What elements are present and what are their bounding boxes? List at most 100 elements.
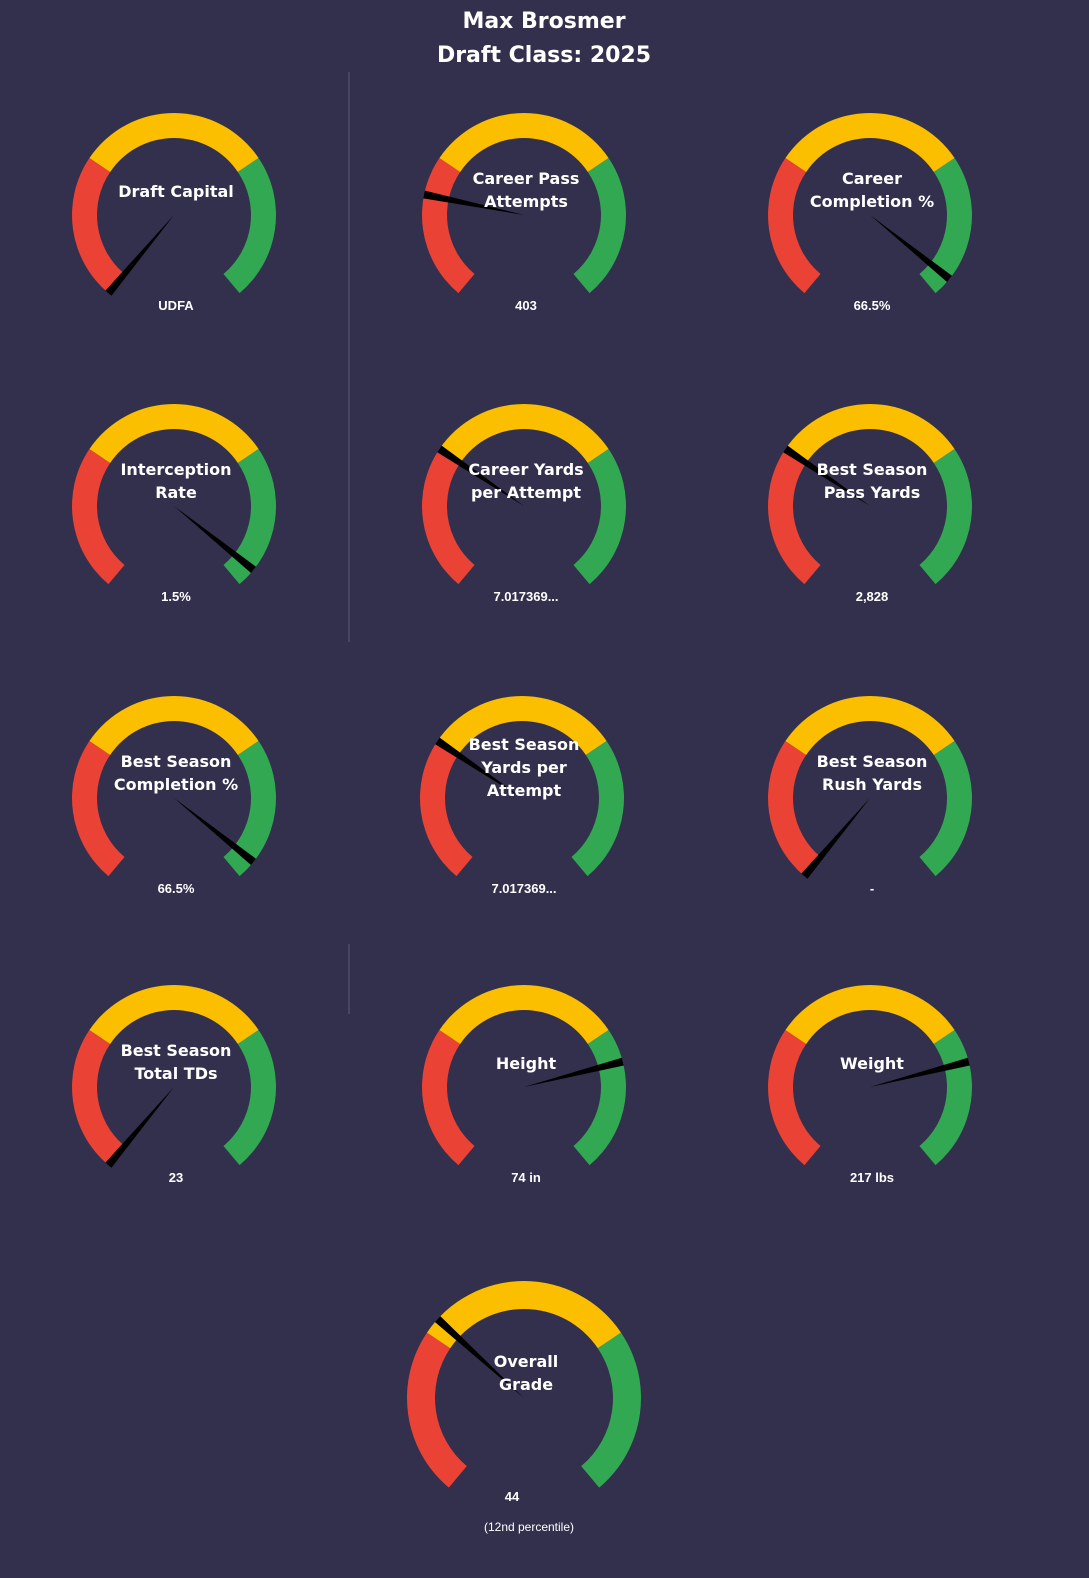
gauge-label: Rate xyxy=(155,483,197,502)
gauge-value: 2,828 xyxy=(856,589,889,604)
gauge-value: 66.5% xyxy=(854,298,891,313)
gauge-needle xyxy=(870,1057,970,1087)
gauge-value: 7.017369... xyxy=(491,881,556,896)
gauge: Weight 217 lbs xyxy=(768,984,972,1185)
gauge-label: Pass Yards xyxy=(824,483,921,502)
gauge-label: Best Season xyxy=(817,460,928,479)
gauge: Best Season Yards per Attempt 7.017369... xyxy=(420,696,624,896)
gauge-label: Height xyxy=(496,1054,557,1073)
gauge-yellow-segment xyxy=(89,984,259,1044)
gauge-yellow-segment xyxy=(439,112,609,172)
gauge: Best Season Pass Yards 2,828 xyxy=(768,404,972,604)
gauge-needle xyxy=(174,798,256,866)
gauge: Interception Rate 1.5% xyxy=(71,403,276,604)
gauge-needle xyxy=(801,798,870,879)
gauge-needle xyxy=(434,1316,524,1398)
gauge-label: Best Season xyxy=(121,752,232,771)
gauge-yellow-segment xyxy=(437,696,607,755)
gauge-value: 44 xyxy=(505,1489,520,1504)
gauge-subtext: (12nd percentile) xyxy=(484,1520,574,1534)
gauge-yellow-segment xyxy=(89,403,259,463)
player-name: Max Brosmer xyxy=(462,9,625,34)
gauge-red-segment xyxy=(768,448,821,585)
gauge-green-segment xyxy=(919,157,972,294)
gauge-label: Best Season xyxy=(817,752,928,771)
gauge-needle xyxy=(783,445,870,506)
gauge-yellow-segment xyxy=(785,404,955,463)
gauge-label: Best Season xyxy=(121,1041,232,1060)
gauge-value: 23 xyxy=(169,1170,183,1185)
gauge: Career Pass Attempts 403 xyxy=(422,112,627,313)
gauge-green-segment xyxy=(223,448,276,585)
header: Max Brosmer Draft Class: 2025 xyxy=(437,9,651,68)
gauge-needle xyxy=(435,737,522,798)
gauge-value: UDFA xyxy=(158,298,194,313)
gauge-yellow-segment xyxy=(439,984,609,1044)
gauge-red-segment xyxy=(768,1029,821,1166)
gauge: Career Completion % 66.5% xyxy=(768,112,972,313)
draft-class-title: Draft Class: 2025 xyxy=(437,43,651,68)
gauge-label: Attempts xyxy=(484,192,568,211)
gauge-red-segment xyxy=(422,448,475,585)
gauge-red-segment xyxy=(407,1332,467,1488)
gauge-green-segment xyxy=(919,740,972,877)
gauge-label: Career xyxy=(842,169,902,188)
gauge-needle xyxy=(105,215,174,296)
gauge-needle xyxy=(105,1087,174,1168)
gauge-label: Career Yards xyxy=(468,460,583,479)
gauge: Best Season Completion % 66.5% xyxy=(72,696,276,896)
gauge-green-segment xyxy=(581,1332,642,1488)
gauge-yellow-segment xyxy=(89,696,259,755)
gauge-yellow-segment xyxy=(439,404,609,463)
gauge-label: Yards per xyxy=(480,758,567,777)
gauge-label: Career Pass xyxy=(473,169,580,188)
gauge-green-segment xyxy=(573,448,627,585)
gauge-label: Overall xyxy=(494,1352,559,1371)
gauge-green-segment xyxy=(223,1029,276,1166)
gauge-needle xyxy=(174,506,256,574)
gauge-value: 403 xyxy=(515,298,537,313)
gauge: Best Season Total TDs 23 xyxy=(71,984,276,1185)
gauge-red-segment xyxy=(768,157,821,294)
gauge-green-segment xyxy=(223,157,276,294)
gauge-label: Completion % xyxy=(114,775,238,794)
gauge-label: Interception xyxy=(120,460,231,479)
gauge-label: Grade xyxy=(499,1375,553,1394)
gauge-yellow-segment xyxy=(785,696,955,755)
gauge: Overall Grade 44 (12nd percentile) xyxy=(407,1281,642,1534)
gauge-yellow-segment xyxy=(89,112,259,172)
gauge-label: Completion % xyxy=(810,192,934,211)
gauge-green-segment xyxy=(573,157,627,294)
gauge: Draft Capital UDFA xyxy=(71,112,276,313)
gauge-red-segment xyxy=(71,1029,125,1166)
gauge-red-segment xyxy=(71,157,125,294)
gauge-red-segment xyxy=(72,740,125,877)
gauge-needle xyxy=(524,1057,624,1087)
gauge-green-segment xyxy=(223,740,276,877)
gauge-red-segment xyxy=(767,740,821,877)
gauge-value: 74 in xyxy=(511,1170,541,1185)
gauge-needle xyxy=(437,445,524,506)
gauge-red-segment xyxy=(420,740,473,877)
gauge: Career Yards per Attempt 7.017369... xyxy=(422,404,627,604)
gauge: Height 74 in xyxy=(421,984,626,1185)
gauge-label: Rush Yards xyxy=(822,775,922,794)
gauge-yellow-segment xyxy=(785,112,955,172)
gauge-value: 66.5% xyxy=(158,881,195,896)
gauge-value: 7.017369... xyxy=(493,589,558,604)
gauge-label: per Attempt xyxy=(471,483,581,502)
gauge-value: 1.5% xyxy=(161,589,191,604)
gauge-red-segment xyxy=(422,157,475,294)
gauge-label: Weight xyxy=(840,1054,904,1073)
gauge: Best Season Rush Yards - xyxy=(767,696,972,896)
gauge-label: Attempt xyxy=(487,781,562,800)
gauge-red-segment xyxy=(421,1029,475,1166)
gauge-yellow-segment xyxy=(427,1281,621,1349)
gauge-red-segment xyxy=(71,448,125,585)
gauge-needle xyxy=(423,190,524,215)
gauge-green-segment xyxy=(919,448,972,585)
gauge-value: - xyxy=(870,881,874,896)
